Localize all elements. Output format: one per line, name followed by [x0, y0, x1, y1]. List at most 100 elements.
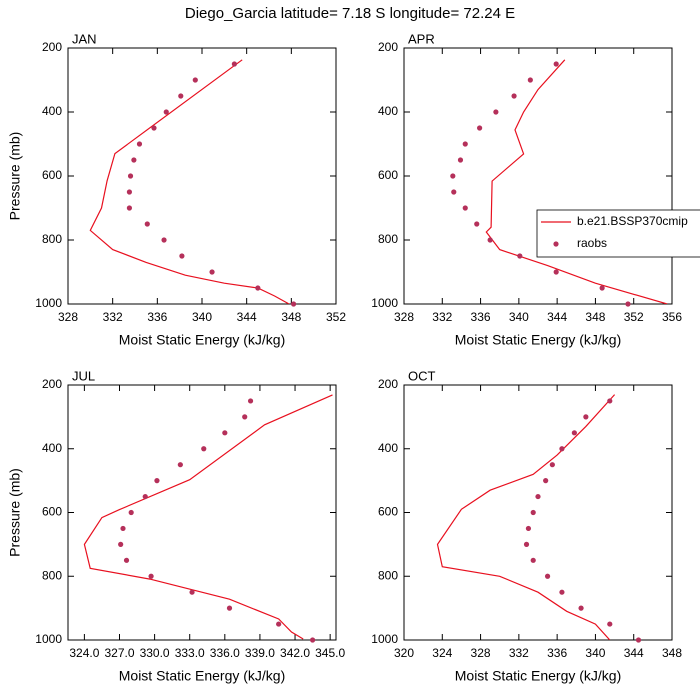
raob-point — [457, 157, 464, 163]
raob-point — [544, 573, 551, 579]
x-axis-label: Moist Static Energy (kJ/kg) — [455, 668, 622, 684]
y-tick-label: 600 — [42, 168, 62, 182]
raob-point — [189, 589, 195, 595]
raob-point — [242, 414, 248, 420]
raob-point — [161, 237, 167, 243]
model-line — [83, 394, 333, 640]
x-tick-label: 328 — [471, 646, 491, 660]
x-tick-label: 336 — [471, 310, 491, 324]
x-tick-label: 344 — [547, 310, 567, 324]
x-tick-label: 328 — [58, 310, 78, 324]
raob-point — [635, 637, 642, 643]
raob-point — [209, 269, 215, 275]
y-tick-label: 800 — [42, 568, 62, 582]
raob-point — [487, 237, 493, 243]
plot-frame — [403, 384, 673, 641]
x-tick-label: 336.0 — [210, 646, 240, 660]
x-tick-label: 344 — [237, 310, 257, 324]
figure-title: Diego_Garcia latitude= 7.18 S longitude=… — [185, 5, 515, 22]
panel-title: OCT — [408, 368, 436, 383]
plot-frame — [67, 384, 337, 641]
raob-point — [462, 205, 468, 211]
y-tick-label: 1000 — [371, 296, 398, 310]
raob-point — [123, 557, 130, 563]
raob-point — [535, 493, 541, 500]
y-tick-label: 800 — [378, 232, 398, 246]
raob-point — [118, 541, 124, 547]
raob-point — [179, 253, 185, 259]
raob-point — [625, 301, 631, 307]
y-axis-label: Pressure (mb) — [7, 468, 23, 557]
x-tick-label: 320 — [394, 646, 414, 660]
raob-point — [126, 205, 133, 211]
legend-marker — [553, 241, 559, 247]
raob-point — [144, 221, 150, 227]
raob-point — [493, 109, 499, 115]
raob-point — [222, 430, 228, 436]
raob-point — [583, 414, 589, 420]
model-line — [89, 59, 290, 304]
raob-point — [607, 398, 613, 404]
raob-point — [127, 173, 134, 179]
raob-point — [549, 462, 555, 468]
x-tick-label: 340 — [509, 310, 529, 324]
raob-point — [128, 509, 134, 516]
y-tick-label: 200 — [42, 377, 62, 391]
model-line — [485, 59, 668, 304]
x-tick-label: 333.0 — [175, 646, 205, 660]
x-tick-label: 324 — [432, 646, 452, 660]
y-tick-label: 200 — [378, 40, 398, 54]
raob-point — [131, 157, 137, 163]
raob-point — [559, 446, 565, 452]
raob-point — [474, 221, 480, 227]
raob-point — [136, 141, 143, 147]
y-tick-label: 400 — [378, 104, 398, 118]
x-tick-label: 332 — [509, 646, 529, 660]
x-tick-label: 348 — [585, 310, 605, 324]
y-tick-label: 400 — [42, 104, 62, 118]
raob-point — [151, 125, 157, 131]
x-tick-label: 352 — [624, 310, 644, 324]
x-axis-label: Moist Static Energy (kJ/kg) — [119, 668, 286, 684]
x-tick-label: 348 — [281, 310, 301, 324]
x-tick-label: 330.0 — [140, 646, 170, 660]
plot-frame — [403, 47, 673, 305]
y-tick-label: 1000 — [35, 296, 62, 310]
x-tick-label: 340 — [585, 646, 605, 660]
raob-point — [553, 61, 559, 67]
raob-point — [571, 430, 577, 436]
y-tick-label: 600 — [42, 505, 62, 519]
y-tick-label: 1000 — [371, 632, 398, 646]
x-tick-label: 327.0 — [104, 646, 134, 660]
y-axis-label: Pressure (mb) — [7, 132, 23, 221]
raob-point — [530, 509, 536, 516]
x-tick-label: 356 — [662, 310, 682, 324]
y-tick-label: 600 — [378, 168, 398, 182]
x-tick-label: 339.0 — [245, 646, 275, 660]
raob-point — [148, 573, 154, 579]
legend-label: b.e21.BSSP370cmip — [577, 214, 688, 228]
raob-point — [450, 173, 456, 179]
x-tick-label: 328 — [394, 310, 414, 324]
raob-point — [126, 189, 133, 195]
raob-point — [462, 141, 468, 147]
legend-label: raobs — [577, 236, 607, 250]
raob-point — [578, 605, 584, 611]
raob-point — [527, 77, 533, 83]
y-tick-label: 400 — [42, 441, 62, 455]
raob-point — [599, 285, 605, 291]
raob-point — [477, 125, 483, 131]
raob-point — [523, 541, 530, 547]
raob-point — [511, 93, 517, 99]
x-tick-label: 345.0 — [315, 646, 345, 660]
x-axis-label: Moist Static Energy (kJ/kg) — [119, 332, 286, 348]
raob-point — [559, 589, 565, 595]
raob-point — [231, 61, 237, 67]
y-tick-label: 1000 — [35, 632, 62, 646]
raob-point — [543, 478, 549, 484]
x-tick-label: 332 — [103, 310, 123, 324]
raob-point — [607, 621, 613, 627]
raob-point — [226, 605, 233, 611]
raob-point — [154, 478, 160, 484]
x-tick-label: 344 — [624, 646, 644, 660]
